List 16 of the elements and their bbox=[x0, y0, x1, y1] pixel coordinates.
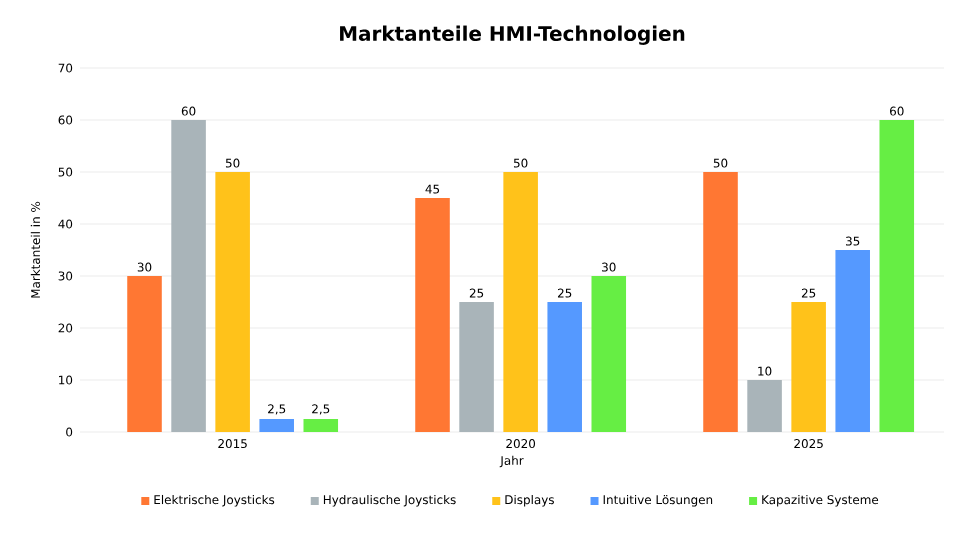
bar bbox=[835, 250, 870, 432]
chart-title: Marktanteile HMI-Technologien bbox=[340, 25, 685, 46]
bar bbox=[503, 172, 538, 432]
bar bbox=[547, 302, 582, 432]
bar bbox=[459, 302, 494, 432]
bar bbox=[303, 419, 339, 432]
bar bbox=[879, 120, 915, 432]
bar bbox=[215, 172, 250, 432]
bar bbox=[259, 419, 294, 432]
bar bbox=[791, 302, 826, 432]
bar bbox=[703, 172, 738, 432]
bar bbox=[127, 276, 162, 432]
bar bbox=[415, 198, 450, 432]
bar bbox=[171, 120, 206, 432]
bar bbox=[747, 380, 782, 432]
bar bbox=[591, 276, 627, 432]
